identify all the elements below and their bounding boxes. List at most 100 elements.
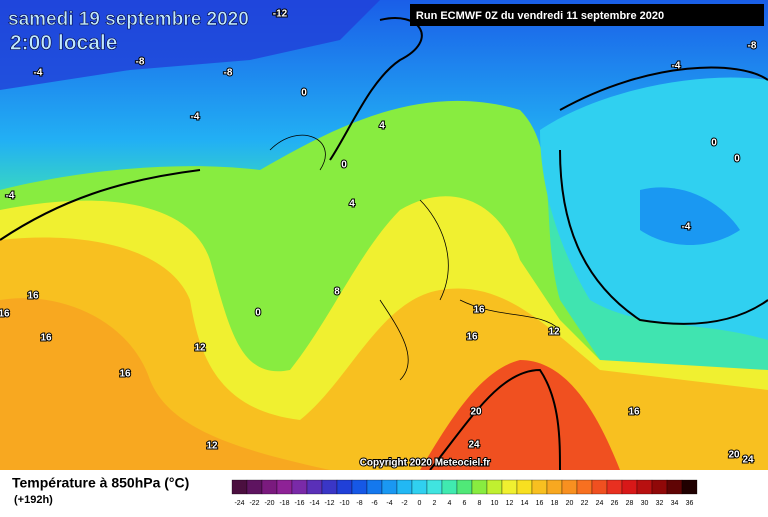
- legend-swatch: [606, 479, 623, 495]
- legend-swatch: [261, 479, 278, 495]
- legend-swatch: [636, 479, 653, 495]
- legend-label: -24: [234, 500, 244, 507]
- legend-swatch: [351, 479, 368, 495]
- contour-label: -12: [273, 9, 288, 20]
- run-box: [410, 4, 764, 26]
- legend-label: -2: [401, 500, 407, 507]
- contour-label: 0: [301, 88, 307, 99]
- legend-swatch: [441, 479, 458, 495]
- contour-label: -8: [224, 68, 233, 79]
- contour-label: 12: [194, 343, 206, 354]
- legend-swatch: [531, 479, 548, 495]
- legend-swatch: [471, 479, 488, 495]
- legend-label: 16: [536, 500, 544, 507]
- legend-label: 2: [433, 500, 437, 507]
- legend-swatch: [591, 479, 608, 495]
- legend-label: -22: [249, 500, 259, 507]
- contour-label: 16: [466, 332, 478, 343]
- legend-label: -14: [309, 500, 319, 507]
- contour-label: -4: [34, 68, 43, 79]
- legend-label: 34: [671, 500, 679, 507]
- legend-swatch: [276, 479, 293, 495]
- legend-swatch: [456, 479, 473, 495]
- contour-label: 8: [334, 287, 340, 298]
- legend-label: 14: [521, 500, 529, 507]
- legend-swatch: [381, 479, 398, 495]
- legend-swatch: [621, 479, 638, 495]
- contour-label: 24: [468, 440, 480, 451]
- contour-label: 16: [628, 407, 640, 418]
- date-text: samedi 19 septembre 2020: [8, 9, 249, 30]
- contour-label: -4: [672, 61, 681, 72]
- legend-swatch: [666, 479, 683, 495]
- legend-swatch: [426, 479, 443, 495]
- legend-swatch: [366, 479, 383, 495]
- legend-swatch: [321, 479, 338, 495]
- contour-label: 4: [379, 121, 385, 132]
- coastlines: [269, 134, 561, 381]
- legend-swatch: [231, 479, 248, 495]
- contour-label: 0: [255, 308, 261, 319]
- legend-label: 8: [478, 500, 482, 507]
- legend-label: -12: [324, 500, 334, 507]
- legend-label: 0: [418, 500, 422, 507]
- contour-label: 12: [206, 441, 218, 452]
- legend-swatch: [291, 479, 308, 495]
- contour-label: 20: [728, 450, 740, 461]
- hot-region: [420, 360, 620, 470]
- legend-swatch: [651, 479, 668, 495]
- legend-label: 28: [626, 500, 634, 507]
- contour-label: 12: [548, 327, 560, 338]
- legend-label: 12: [506, 500, 514, 507]
- copyright: Copyright 2020 Meteociel.fr: [360, 458, 491, 469]
- legend-label: -4: [386, 500, 392, 507]
- orange-region: [0, 298, 330, 470]
- cold-core: [640, 187, 740, 245]
- contour-lines: [0, 17, 768, 471]
- legend-label: 30: [641, 500, 649, 507]
- legend-label: 36: [686, 500, 694, 507]
- contour-label: 0: [711, 138, 717, 149]
- contour-label: -4: [191, 112, 200, 123]
- legend-swatch: [246, 479, 263, 495]
- legend-swatch: [306, 479, 323, 495]
- legend-label: 6: [463, 500, 467, 507]
- footer-title: Température à 850hPa (°C): [12, 475, 189, 491]
- legend-label: 26: [611, 500, 619, 507]
- contour-label: -8: [136, 57, 145, 68]
- legend-label: -20: [264, 500, 274, 507]
- legend-label: -18: [279, 500, 289, 507]
- contour-label: -4: [682, 222, 691, 233]
- legend-swatch: [546, 479, 563, 495]
- legend-swatch: [501, 479, 518, 495]
- contour-label: 24: [742, 455, 754, 466]
- contour-label: 4: [349, 199, 355, 210]
- contour-label: 16: [27, 291, 39, 302]
- time-text: 2:00 locale: [10, 32, 117, 55]
- legend-swatch: [576, 479, 593, 495]
- legend-label: 22: [581, 500, 589, 507]
- contour-label: -4: [6, 191, 15, 202]
- legend-swatch: [336, 479, 353, 495]
- legend-swatch: [516, 479, 533, 495]
- legend-swatch: [681, 479, 698, 495]
- legend-swatch: [396, 479, 413, 495]
- legend-label: 32: [656, 500, 664, 507]
- legend-label: 4: [448, 500, 452, 507]
- contour-label: 16: [0, 309, 10, 320]
- footer-lead: (+192h): [14, 494, 53, 506]
- contour-label: 0: [734, 154, 740, 165]
- cold-region: [0, 0, 380, 90]
- legend-label: 24: [596, 500, 604, 507]
- contour-label: 0: [341, 160, 347, 171]
- legend-label: 10: [491, 500, 499, 507]
- legend-swatch: [411, 479, 428, 495]
- contour-label: 16: [473, 305, 485, 316]
- legend-label: -16: [294, 500, 304, 507]
- legend-label: -8: [356, 500, 362, 507]
- run-text: Run ECMWF 0Z du vendredi 11 septembre 20…: [416, 10, 664, 22]
- legend-swatch: [561, 479, 578, 495]
- legend-label: 20: [566, 500, 574, 507]
